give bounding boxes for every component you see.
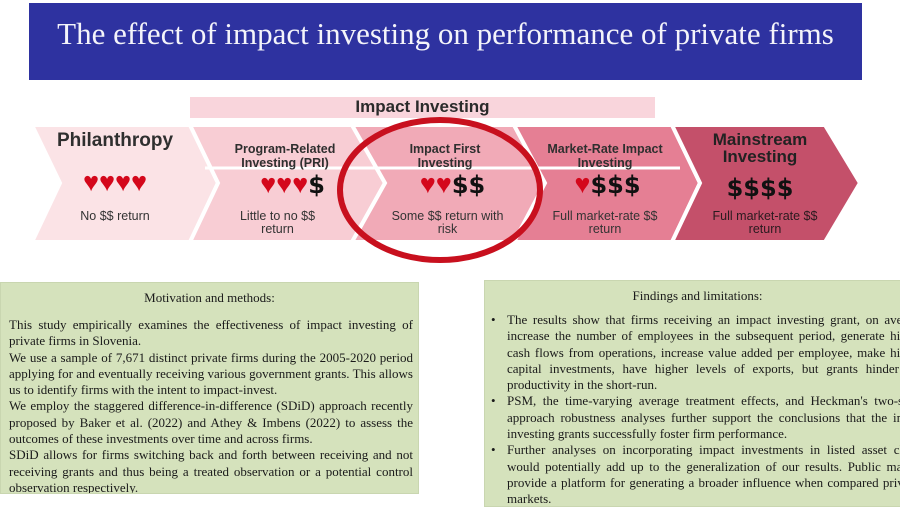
- dollar-icon: $$$: [590, 171, 641, 199]
- findings-bullet-text: The results show that firms receiving an…: [507, 312, 900, 393]
- chevron-mainstream: [668, 123, 863, 244]
- findings-box: Findings and limitations: • The results s…: [484, 280, 900, 507]
- heart-icon: ♥♥: [419, 169, 452, 199]
- motivation-paragraph: SDiD allows for firms switching back and…: [9, 447, 413, 494]
- bullet-icon: •: [491, 393, 496, 409]
- pri-return: Little to no $$ return: [239, 209, 316, 236]
- dollar-icon: $$: [451, 171, 486, 199]
- market-rate-rating: ♥$$$: [545, 170, 670, 199]
- motivation-paragraph: We use a sample of 7,671 distinct privat…: [9, 349, 413, 398]
- findings-bullet: • PSM, the time-varying average treatment…: [491, 393, 900, 442]
- bullet-icon: •: [491, 312, 496, 327]
- highlight-circle: [337, 117, 543, 263]
- impact-first-rating: ♥♥$$: [385, 170, 520, 199]
- findings-bullet: • The results show that firms receiving a…: [491, 312, 900, 393]
- heart-icon: ♥♥♥: [260, 169, 309, 199]
- pri-rating: ♥♥♥$: [225, 170, 360, 199]
- impact-investing-banner: [190, 97, 655, 118]
- slide-title: The effect of impact investing on perfor…: [29, 3, 862, 80]
- philanthropy-rating: ♥♥♥♥: [50, 168, 180, 196]
- motivation-heading: Motivation and methods:: [144, 290, 275, 305]
- motivation-box: Motivation and methods: This study empir…: [0, 282, 419, 494]
- mainstream-label: Mainstream Investing: [712, 130, 808, 166]
- motivation-paragraph: We employ the staggered difference-in-di…: [9, 398, 413, 447]
- findings-bullet: • Further analyses on incorporating impac…: [491, 442, 900, 507]
- bullet-icon: •: [491, 442, 496, 458]
- philanthropy-return: No $$ return: [80, 209, 150, 223]
- impact-first-return: Some $$ return with risk: [391, 209, 504, 236]
- mainstream-rating: $$$$: [700, 173, 820, 202]
- philanthropy-label: Philanthropy: [56, 130, 174, 151]
- dollar-icon: $$$$: [726, 174, 794, 202]
- market-rate-return: Full market-rate $$ return: [552, 209, 658, 236]
- motivation-paragraph: This study empirically examines the effe…: [9, 317, 413, 349]
- mainstream-return: Full market-rate $$ return: [712, 209, 818, 236]
- impact-first-label: Impact First Investing: [409, 142, 481, 170]
- findings-bullet-text: Further analyses on incorporating impact…: [507, 442, 900, 507]
- investment-spectrum-chevrons: [32, 117, 863, 263]
- heart-icon: ♥♥♥♥: [82, 167, 148, 197]
- impact-investing-banner-label: Impact Investing: [355, 97, 490, 116]
- findings-bullet-text: PSM, the time-varying average treatment …: [507, 393, 900, 442]
- pri-label: Program-Related Investing (PRI): [234, 142, 336, 170]
- dollar-icon: $: [308, 171, 325, 199]
- market-rate-label: Market-Rate Impact Investing: [547, 142, 663, 170]
- heart-icon: ♥: [574, 169, 591, 199]
- findings-heading: Findings and limitations:: [632, 288, 763, 303]
